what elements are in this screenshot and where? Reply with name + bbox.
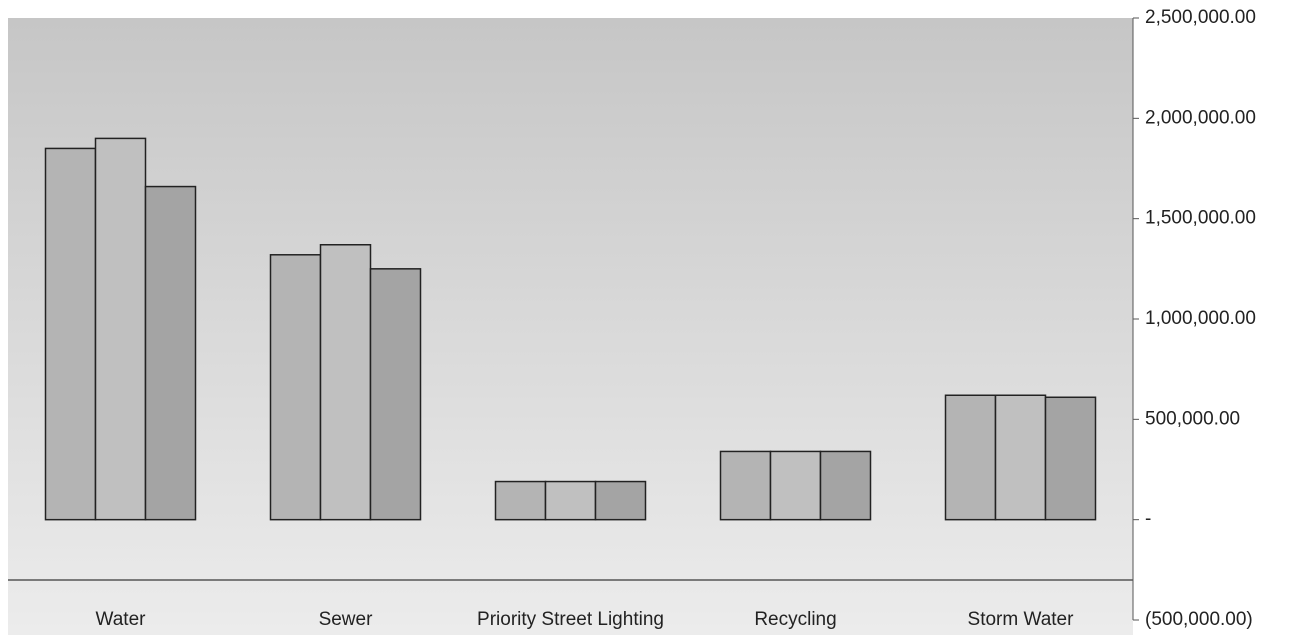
bar	[494, 480, 547, 521]
bar	[944, 394, 997, 521]
bar	[44, 147, 97, 521]
y-tick-label: 2,500,000.00	[1145, 7, 1256, 28]
y-tick-label: 1,000,000.00	[1145, 308, 1256, 329]
x-tick-label: Storm Water	[968, 609, 1075, 630]
bar	[144, 185, 197, 521]
bar	[594, 480, 647, 521]
y-tick-label: 500,000.00	[1145, 408, 1240, 429]
bar	[719, 450, 772, 521]
y-tick-label: -	[1145, 509, 1151, 530]
y-tick-label: 1,500,000.00	[1145, 208, 1256, 229]
x-tick-label: Priority Street Lighting	[477, 609, 664, 630]
x-tick-label: Sewer	[319, 609, 374, 630]
bar	[769, 450, 822, 521]
bar	[269, 254, 322, 521]
y-tick-label: (500,000.00)	[1145, 609, 1253, 630]
bar	[369, 268, 422, 521]
y-tick-label: 2,000,000.00	[1145, 107, 1256, 128]
bar	[1044, 396, 1097, 521]
x-tick-label: Water	[96, 609, 147, 630]
bar	[544, 480, 597, 521]
bar	[819, 450, 872, 521]
x-tick-label: Recycling	[754, 609, 836, 630]
bar	[94, 137, 147, 521]
bar	[994, 394, 1047, 521]
bar	[319, 244, 372, 521]
